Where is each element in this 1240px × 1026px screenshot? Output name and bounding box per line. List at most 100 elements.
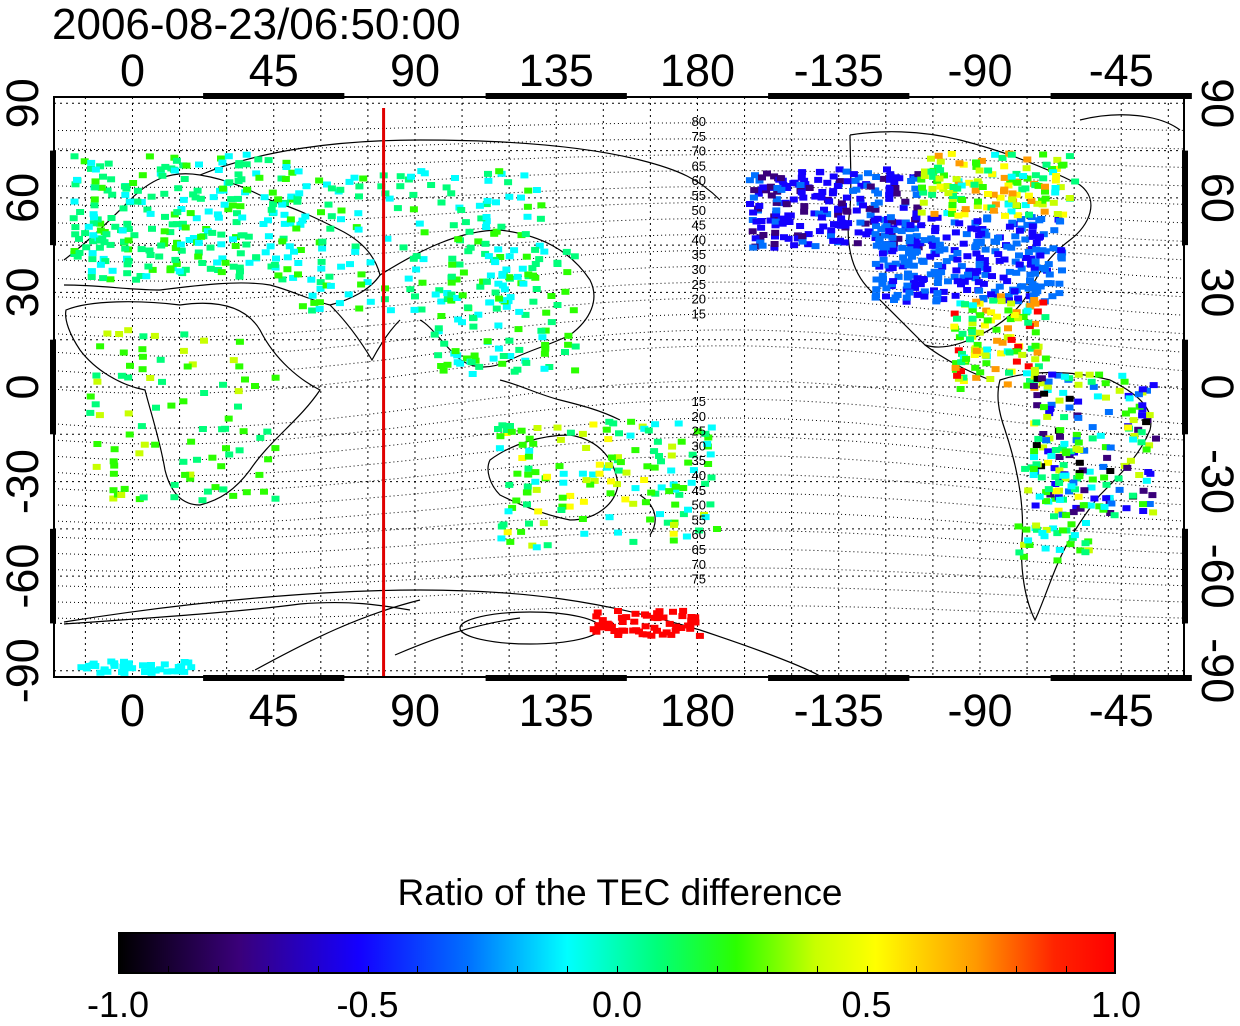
tec-cell [217, 155, 225, 162]
tec-cell [447, 297, 456, 304]
tec-cell [437, 199, 446, 206]
tec-cell [475, 363, 484, 370]
tec-cell [829, 173, 838, 180]
tec-ratio-pixels [69, 150, 1160, 676]
tec-cell [991, 366, 1000, 373]
tec-cell [1069, 509, 1078, 516]
coast-greenland [1079, 114, 1181, 131]
tec-cell [931, 224, 940, 231]
tec-cell [829, 188, 838, 195]
tec-cell [970, 181, 979, 188]
tec-cell [750, 187, 759, 194]
top-lon-label: 0 [120, 45, 145, 96]
tec-cell [931, 228, 940, 235]
tec-cell [1095, 503, 1104, 510]
tec-cell [1104, 409, 1113, 415]
tec-cell [687, 479, 696, 486]
tec-cell [939, 296, 948, 303]
colorbar-minor-tick [417, 966, 419, 974]
tec-cell [148, 266, 157, 273]
tec-cell [909, 279, 918, 286]
tec-cell [579, 498, 588, 505]
tec-cell [770, 241, 779, 247]
tec-cell [968, 320, 977, 327]
tec-cell [337, 207, 346, 214]
tec-cell [174, 185, 183, 192]
tec-cell [225, 179, 234, 186]
tec-cell [944, 278, 952, 285]
tec-cell [766, 183, 775, 190]
right-lat-label: 30 [1192, 267, 1240, 317]
tec-cell [192, 215, 201, 222]
tec-cell [242, 241, 251, 248]
tec-cell [496, 433, 505, 440]
tec-cell [1058, 445, 1067, 452]
tec-cell [956, 300, 965, 307]
tec-cell [126, 362, 134, 369]
tec-cell [1042, 437, 1050, 444]
tec-cell [481, 240, 490, 247]
tec-cell [540, 248, 549, 255]
tec-cell [928, 191, 937, 198]
tec-cell [796, 223, 805, 229]
tec-cell [1024, 319, 1033, 326]
tec-cell [675, 491, 684, 498]
tec-cell [891, 260, 900, 267]
tec-cell [173, 209, 182, 216]
tec-cell [613, 481, 621, 488]
tec-cell [1043, 383, 1052, 390]
tec-cell [119, 663, 128, 670]
tec-cell [351, 243, 360, 250]
tec-cell [1005, 223, 1014, 230]
tec-cell [505, 274, 514, 281]
tec-cell [363, 279, 372, 286]
tec-cell [1042, 161, 1051, 168]
tec-cell [917, 176, 926, 183]
tec-cell [749, 194, 758, 201]
tec-cell [197, 233, 206, 240]
tec-cell [1018, 283, 1027, 290]
tec-cell [252, 170, 261, 177]
tec-cell [667, 631, 676, 638]
tec-cell [1138, 412, 1147, 419]
tec-cell [70, 198, 79, 205]
tec-cell [211, 484, 220, 491]
tec-cell [1012, 358, 1021, 365]
tec-cell [437, 298, 446, 305]
tec-cell [870, 217, 879, 224]
tec-cell [944, 190, 953, 197]
tec-cell [1046, 280, 1055, 287]
tec-cell [948, 254, 957, 261]
tec-cell [903, 282, 912, 289]
tec-cell [757, 218, 766, 224]
tec-cell [87, 165, 95, 172]
tec-cell [524, 471, 533, 478]
tec-cell [354, 210, 363, 217]
tec-cell [1005, 268, 1014, 275]
contour-line [53, 473, 1185, 509]
tec-cell [1015, 261, 1024, 268]
tec-cell [914, 171, 923, 178]
tec-cell [904, 258, 913, 265]
tec-cell [958, 197, 967, 203]
tec-cell [589, 421, 598, 428]
tec-cell [294, 260, 303, 266]
tec-cell [266, 243, 275, 250]
tec-cell [977, 157, 986, 164]
colorbar-minor-tick [866, 966, 868, 974]
top-edge-segment [203, 93, 345, 99]
tec-cell [960, 211, 969, 218]
tec-cell [902, 225, 910, 232]
tec-cell [138, 366, 147, 373]
contour-label: 75 [691, 572, 705, 587]
tec-cell [1029, 466, 1038, 472]
tec-cell [1008, 220, 1017, 227]
tec-cell [604, 625, 613, 632]
tec-cell [109, 495, 118, 502]
tec-cell [987, 309, 996, 316]
tec-cell [1032, 240, 1041, 246]
tec-cell [872, 276, 881, 283]
tec-cell [545, 364, 554, 370]
tec-cell [172, 221, 181, 228]
tec-cell [232, 219, 241, 226]
